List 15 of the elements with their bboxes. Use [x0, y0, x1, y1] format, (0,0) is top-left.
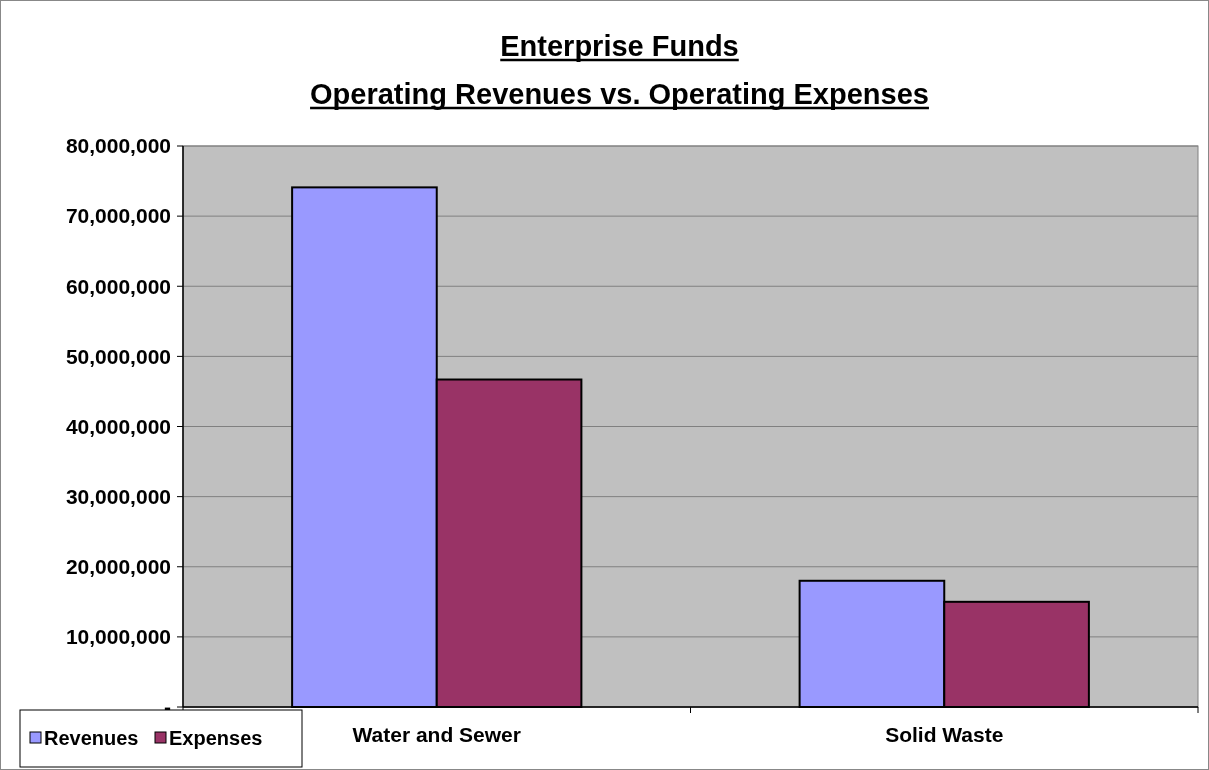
y-tick-label: 80,000,000 — [65, 134, 171, 158]
y-tick-label: 50,000,000 — [65, 344, 171, 368]
y-tick-label: 30,000,000 — [65, 484, 171, 508]
legend-label: Revenues — [44, 727, 139, 749]
y-tick-label: 70,000,000 — [65, 204, 171, 228]
y-tick-label: 20,000,000 — [65, 555, 171, 579]
y-tick-label: 10,000,000 — [65, 625, 171, 649]
chart-subtitle: Operating Revenues vs. Operating Expenses — [310, 78, 929, 110]
y-tick-label: 40,000,000 — [65, 414, 171, 438]
chart-title: Enterprise Funds — [500, 30, 739, 62]
x-tick-label: Water and Sewer — [352, 723, 521, 746]
y-tick-label: 60,000,000 — [65, 274, 171, 298]
y-tick-label: - — [164, 695, 171, 719]
legend-label: Expenses — [169, 727, 263, 749]
x-tick-label: Solid Waste — [885, 723, 1004, 746]
